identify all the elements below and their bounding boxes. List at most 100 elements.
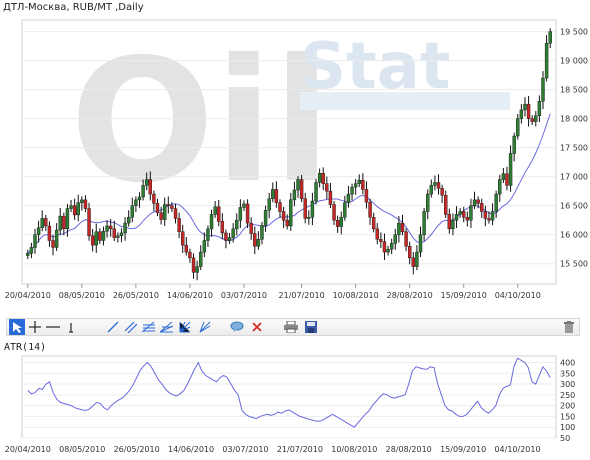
atr-x-tick-label: 20/04/2010 bbox=[5, 445, 51, 454]
atr-x-tick-label: 03/07/2010 bbox=[222, 445, 268, 454]
candle-body bbox=[393, 234, 397, 244]
candle-body bbox=[62, 215, 66, 230]
atr-x-tick-label: 08/05/2010 bbox=[59, 445, 105, 454]
candle bbox=[90, 228, 95, 252]
candle bbox=[47, 221, 52, 247]
candle-body bbox=[94, 231, 98, 246]
comment-tool-icon[interactable] bbox=[229, 319, 245, 335]
candle bbox=[112, 220, 116, 242]
candle-body bbox=[429, 185, 434, 195]
print-icon[interactable] bbox=[283, 319, 299, 335]
candle bbox=[94, 223, 98, 253]
candle-body bbox=[501, 173, 506, 180]
fan-tool-icon[interactable] bbox=[159, 319, 175, 335]
candle-body bbox=[534, 115, 538, 122]
gann-tool-icon[interactable] bbox=[177, 319, 193, 335]
candle bbox=[375, 223, 379, 245]
candle-body bbox=[199, 251, 203, 267]
candle-body bbox=[523, 103, 527, 111]
channel-tool-icon[interactable] bbox=[123, 319, 139, 335]
candle-body bbox=[213, 206, 217, 215]
candle bbox=[108, 219, 113, 237]
candle bbox=[144, 172, 149, 191]
atr-y-tick-label: 50 bbox=[560, 434, 570, 443]
x-tick-label: 10/08/2010 bbox=[333, 291, 379, 300]
candle bbox=[400, 214, 405, 236]
candle bbox=[317, 168, 322, 188]
candle bbox=[220, 213, 225, 240]
candle-body bbox=[206, 228, 210, 241]
candle bbox=[40, 210, 44, 232]
candle-body bbox=[483, 211, 488, 219]
candle-body bbox=[242, 203, 246, 208]
candle-body bbox=[444, 195, 448, 215]
candle-body bbox=[170, 205, 174, 209]
candle-body bbox=[83, 199, 88, 209]
fibonacci-tool-icon[interactable] bbox=[141, 319, 157, 335]
pointer-tool-icon[interactable] bbox=[9, 319, 25, 335]
candle-body bbox=[256, 239, 261, 247]
candle-body bbox=[72, 205, 77, 216]
watermark: Oil Stat bbox=[70, 23, 510, 221]
candle-body bbox=[80, 199, 84, 203]
candle-body bbox=[404, 231, 408, 247]
candle bbox=[155, 198, 160, 217]
candle bbox=[58, 207, 62, 235]
candle-body bbox=[181, 231, 185, 246]
candle-body bbox=[346, 193, 351, 203]
candle bbox=[454, 206, 459, 229]
candle-body bbox=[152, 193, 156, 204]
candle-body bbox=[40, 218, 44, 228]
crosshair-tool-icon[interactable] bbox=[27, 319, 43, 335]
candle-body bbox=[426, 193, 430, 212]
candle bbox=[26, 249, 30, 260]
candle bbox=[440, 184, 444, 204]
vertical-line-tool-icon[interactable] bbox=[63, 319, 79, 335]
candle-body bbox=[328, 190, 333, 205]
x-tick-label: 08/05/2010 bbox=[59, 291, 105, 300]
candle bbox=[407, 241, 412, 265]
horizontal-line-tool-icon[interactable] bbox=[45, 319, 61, 335]
candle-body bbox=[281, 211, 286, 221]
candle bbox=[285, 214, 289, 230]
candle bbox=[249, 217, 253, 240]
x-tick-label: 21/07/2010 bbox=[279, 291, 325, 300]
candle bbox=[119, 228, 124, 243]
save-icon[interactable] bbox=[303, 319, 319, 335]
candle bbox=[501, 167, 506, 184]
candle-body bbox=[357, 179, 361, 184]
price-chart[interactable]: Oil Stat 15 500 16 000 16 500 17 000 17 500 1… bbox=[0, 0, 590, 318]
candle bbox=[325, 176, 329, 199]
delete-object-icon[interactable] bbox=[249, 319, 265, 335]
candle bbox=[364, 181, 369, 209]
candle bbox=[188, 248, 192, 263]
atr-x-tick-label: 21/07/2010 bbox=[277, 445, 323, 454]
candle bbox=[516, 113, 520, 140]
candle bbox=[191, 253, 196, 279]
candle-body bbox=[195, 266, 199, 273]
candle-body bbox=[76, 202, 80, 216]
candle bbox=[429, 179, 434, 198]
candle-body bbox=[126, 217, 131, 224]
candle-body bbox=[299, 179, 304, 199]
candle-body bbox=[335, 219, 340, 227]
y-tick-label: 16 000 bbox=[560, 231, 588, 240]
candle-body bbox=[116, 235, 120, 238]
candle bbox=[480, 198, 484, 218]
trash-icon[interactable] bbox=[561, 319, 577, 335]
candle bbox=[483, 205, 488, 227]
trend-line-tool-icon[interactable] bbox=[105, 319, 121, 335]
gann-grid-tool-icon[interactable] bbox=[197, 319, 213, 335]
candle-body bbox=[141, 185, 145, 198]
candle-body bbox=[278, 202, 282, 212]
candle-body bbox=[184, 244, 189, 253]
y-tick-label: 17 500 bbox=[560, 144, 588, 153]
candle bbox=[177, 212, 181, 239]
candle-body bbox=[177, 218, 181, 232]
candle-body bbox=[494, 193, 498, 212]
candle-body bbox=[314, 182, 318, 202]
candle-body bbox=[245, 203, 250, 224]
candle-body bbox=[29, 247, 34, 254]
atr-y-tick-label: 400 bbox=[560, 358, 575, 367]
